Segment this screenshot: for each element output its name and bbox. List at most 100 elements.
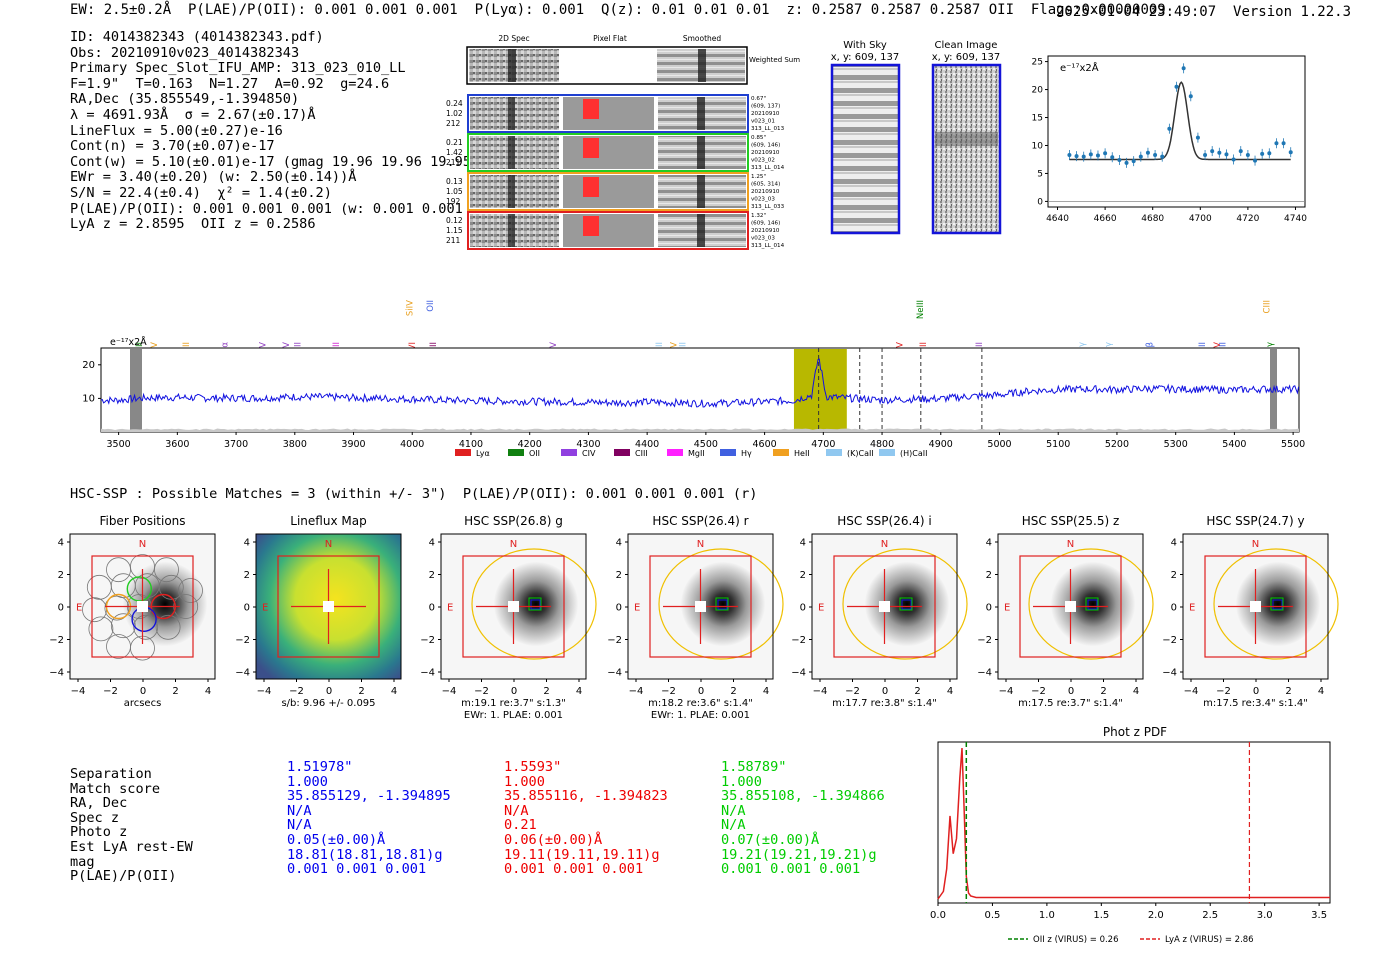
data-point [1231, 157, 1236, 162]
galaxy-image [681, 562, 765, 646]
y-tick-label: 2 [58, 570, 64, 581]
cell: 19.11(19.11,19.11)g [504, 846, 660, 863]
panel-caption: m:17.5 re:3.4" s:1.4" [1203, 698, 1308, 709]
cutout-row-stat: 192 [446, 197, 461, 206]
x-tick-label: 2 [1285, 686, 1291, 697]
cell: 1.000 [287, 773, 328, 790]
cell: N/A [721, 817, 746, 834]
y-tick-label: 0 [986, 603, 992, 614]
sky-panel-coords: x, y: 609, 137 [831, 52, 900, 63]
data-point [1095, 153, 1100, 158]
cell: 0.001 0.001 0.001 [721, 861, 861, 878]
y-tick-label: −4 [235, 668, 250, 679]
x-tick-label: 3.0 [1257, 910, 1273, 921]
aperture-ellipse [471, 548, 597, 660]
sky-panel-title: With Sky [843, 40, 887, 51]
x-tick-label: 5100 [1046, 439, 1070, 450]
x-tick-label: 5300 [1164, 439, 1188, 450]
x-tick-label: 0 [1068, 686, 1074, 697]
cell: 0.06(±0.00)Å [504, 831, 603, 848]
data-point [1224, 152, 1229, 157]
pixel-flat-cutout [563, 136, 654, 169]
y-tick-label: 4 [986, 538, 992, 549]
legend-label: MgII [688, 449, 705, 458]
panel-caption: m:18.2 re:3.6" s:1.4" [648, 698, 753, 709]
data-point [1260, 151, 1265, 156]
north-label: N [510, 539, 517, 550]
row-label: mag [70, 853, 95, 870]
x-tick-label: 0 [882, 686, 888, 697]
legend-swatch [773, 449, 789, 456]
x-tick-label: −4 [257, 686, 272, 697]
y-tick-label: −4 [49, 668, 64, 679]
y-tick-label: 4 [800, 538, 806, 549]
pixel-flat-cutout [563, 175, 654, 208]
match-column-1: 1.51978" 1.000 35.855129, -1.394895 N/A … [287, 760, 451, 877]
photz-title: Phot z PDF [1103, 725, 1167, 739]
info-line: Primary Spec_Slot_IFU_AMP: 313_023_010_L… [70, 60, 406, 77]
data-point [1217, 150, 1222, 155]
cell: 1.5593" [504, 759, 562, 775]
y-tick-label: 4 [616, 538, 622, 549]
cutout-row-meta: v023_01 [751, 119, 775, 125]
x-tick-label: 2.0 [1148, 910, 1164, 921]
line-id-label: SiIV [405, 300, 415, 316]
x-tick-label: 4600 [753, 439, 777, 450]
cell: 1.000 [721, 773, 762, 790]
legend-label: (H)CaII [900, 449, 927, 458]
imaging-panels: Fiber Positions N E 4 2 0 −2 −4 −4 −2 0 2 4 arcsecs Li… [49, 514, 1339, 721]
cutout-row-meta: (609, 146) [751, 221, 780, 227]
cutout-row-stat: 0.21 [446, 138, 463, 147]
y-tick-label: 4 [58, 538, 64, 549]
photz-pdf-chart: Phot z PDF 0.0 0.5 1.0 1.5 2.0 2.5 3.0 3.5 OII … [930, 725, 1331, 945]
cutout-row-stat: 0.13 [446, 177, 463, 186]
cutout-row-meta: 20210910 [751, 228, 780, 234]
data-point [1145, 150, 1150, 155]
data-point [1281, 141, 1286, 146]
x-tick-label: 4700 [1189, 214, 1212, 224]
cell: 35.855108, -1.394866 [721, 788, 885, 805]
hsc-matches-summary: HSC-SSP : Possible Matches = 3 (within +… [70, 486, 758, 502]
x-tick-label: 5000 [987, 439, 1011, 450]
cell: N/A [287, 817, 312, 834]
timestamp: 2025-01-04 23:49:07 [1056, 4, 1217, 20]
panel-caption: s/b: 9.96 +/- 0.095 [281, 698, 375, 709]
y-tick-label: 25 [1032, 58, 1043, 68]
image-panel: HSC SSP(26.8) g N E 4 2 0 −2 −4 −4 −2 0 2 4 m:19.1 re… [420, 514, 597, 721]
cutout-row-stat: 0.12 [446, 216, 463, 225]
x-tick-label: 4 [947, 686, 953, 697]
search-box [462, 555, 565, 658]
cell: 35.855129, -1.394895 [287, 788, 451, 805]
spectrum-ylabel: e⁻¹⁷x2Å [110, 336, 147, 348]
panel-caption: arcsecs [124, 698, 162, 709]
cutout-row-meta: 20210910 [751, 189, 780, 195]
cutout-row-meta: 20210910 [751, 150, 780, 156]
x-tick-label: −2 [289, 686, 304, 697]
x-tick-label: 4640 [1046, 214, 1069, 224]
cell: N/A [504, 802, 529, 819]
y-tick-label: 2 [986, 570, 992, 581]
x-tick-label: −4 [1184, 686, 1199, 697]
photz-legend-lya: LyA z (VIRUS) = 2.86 [1165, 935, 1254, 945]
galaxy-image [1051, 562, 1135, 646]
weighted-sum-label: Weighted Sum [749, 56, 800, 64]
y-tick-label: 2 [1171, 570, 1177, 581]
line-window-highlight [793, 349, 847, 431]
data-point [1131, 159, 1136, 164]
legend-swatch [614, 449, 630, 456]
cell: 0.05(±0.00)Å [287, 831, 386, 848]
search-box [277, 555, 380, 658]
search-box [1204, 555, 1307, 658]
x-tick-label: 2 [914, 686, 920, 697]
y-tick-label: 20 [1032, 86, 1044, 96]
y-tick-label: −2 [607, 635, 622, 646]
legend-label: CIII [635, 449, 648, 458]
header-timestamp: 2025-01-04 23:49:07 Version 1.22.3 [1056, 4, 1351, 20]
y-tick-label: 0 [244, 603, 250, 614]
x-tick-label: −4 [71, 686, 86, 697]
data-point [1088, 152, 1093, 157]
y-tick-label: 0 [1171, 603, 1177, 614]
data-point [1081, 154, 1086, 159]
panel-caption: EWr: 1. PLAE: 0.001 [651, 710, 750, 721]
east-label: E [262, 603, 268, 614]
